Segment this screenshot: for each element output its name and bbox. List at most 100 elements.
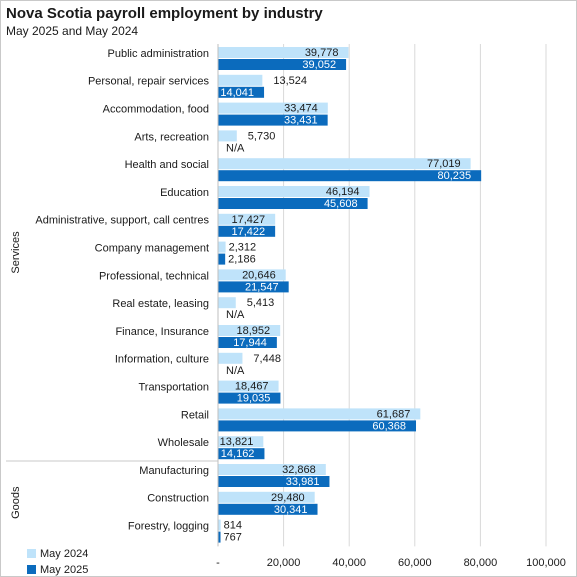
value-label-may-2024: 29,480 <box>271 492 305 504</box>
value-label-may-2025: 17,944 <box>233 337 267 349</box>
bar-may-2024 <box>218 213 276 225</box>
value-label-may-2024: 39,778 <box>305 47 339 59</box>
value-label-may-2024: 33,474 <box>284 103 318 115</box>
value-label-may-2025: 767 <box>224 532 242 544</box>
legend-label: May 2024 <box>40 548 88 560</box>
value-label-may-2024: 2,312 <box>229 242 257 254</box>
bar-may-2024 <box>218 241 226 253</box>
bar-may-2025 <box>218 448 265 460</box>
bar-may-2024 <box>218 464 326 475</box>
value-label-may-2024: 13,524 <box>273 75 307 87</box>
bar-may-2024 <box>218 269 286 281</box>
bar-may-2025 <box>218 114 328 126</box>
value-label-may-2024: 814 <box>224 520 242 532</box>
bar-may-2025 <box>218 476 330 487</box>
value-label-may-2024: 18,952 <box>237 325 271 337</box>
bar-may-2025 <box>218 337 277 348</box>
bar-may-2025 <box>218 198 368 209</box>
category-label: Transportation <box>138 382 209 394</box>
bar-may-2024 <box>218 47 349 58</box>
category-label: Company management <box>95 243 209 255</box>
value-label-may-2025: 30,341 <box>274 504 308 516</box>
value-label-may-2024: 13,821 <box>220 436 254 448</box>
category-label: Wholesale <box>158 437 209 449</box>
legend-label: May 2025 <box>40 564 88 576</box>
value-label-may-2025: 33,431 <box>284 115 318 127</box>
category-label: Personal, repair services <box>88 76 210 88</box>
category-label: Finance, Insurance <box>115 326 209 338</box>
value-label-may-2024: 46,194 <box>326 186 360 198</box>
bar-may-2024 <box>218 158 471 170</box>
category-label: Real estate, leasing <box>112 298 209 310</box>
legend-swatch <box>27 549 36 558</box>
value-label-may-2024: 77,019 <box>427 158 461 170</box>
bar-may-2025 <box>218 86 265 98</box>
category-label: Forestry, logging <box>128 521 209 533</box>
chart-title: Nova Scotia payroll employment by indust… <box>6 5 323 22</box>
group-label: Goods <box>10 486 22 519</box>
x-tick-label: 40,000 <box>332 557 366 569</box>
value-label-may-2025: 2,186 <box>228 254 256 266</box>
category-label: Education <box>160 187 209 199</box>
value-label-may-2025: 39,052 <box>302 59 336 71</box>
bar-may-2024 <box>218 186 370 197</box>
value-label-may-2025: 33,981 <box>286 476 320 488</box>
bar-may-2025 <box>218 281 289 293</box>
group-label: Services <box>10 231 22 274</box>
x-tick-label: 20,000 <box>267 557 301 569</box>
value-label-may-2025: N/A <box>226 309 245 321</box>
category-label: Accommodation, food <box>103 104 209 116</box>
bar-may-2025 <box>218 225 276 237</box>
bar-may-2024 <box>218 380 279 392</box>
bar-may-2024 <box>218 352 243 364</box>
value-label-may-2024: 5,730 <box>248 130 276 142</box>
bar-may-2024 <box>218 102 328 114</box>
x-tick-label: 80,000 <box>464 557 498 569</box>
bar-may-2024 <box>218 325 281 336</box>
category-label: Construction <box>147 493 209 505</box>
value-label-may-2024: 7,448 <box>253 353 281 365</box>
value-label-may-2025: 45,608 <box>324 198 358 210</box>
value-label-may-2025: 14,162 <box>221 448 255 460</box>
bar-may-2024 <box>218 436 264 448</box>
category-label: Manufacturing <box>139 465 209 477</box>
bar-may-2024 <box>218 519 221 531</box>
bar-may-2024 <box>218 130 237 142</box>
bar-may-2024 <box>218 297 236 309</box>
bar-may-2025 <box>218 253 226 265</box>
bar-may-2024 <box>218 408 421 420</box>
x-tick-label: 100,000 <box>526 557 566 569</box>
value-label-may-2025: 80,235 <box>438 170 472 182</box>
value-label-may-2024: 61,687 <box>377 408 411 420</box>
category-label: Retail <box>181 409 209 421</box>
value-label-may-2025: 60,368 <box>372 420 406 432</box>
bar-may-2024 <box>218 491 315 503</box>
bar-may-2025 <box>218 170 482 182</box>
value-label-may-2025: N/A <box>226 142 245 154</box>
category-label: Administrative, support, call centres <box>35 215 209 227</box>
category-label: Professional, technical <box>99 270 209 282</box>
value-label-may-2025: 21,547 <box>245 281 279 293</box>
chart-subtitle: May 2025 and May 2024 <box>6 24 139 38</box>
bar-may-2025 <box>218 420 417 432</box>
bar-may-2025 <box>218 59 347 70</box>
value-label-may-2024: 17,427 <box>232 214 266 226</box>
value-label-may-2025: N/A <box>226 365 245 377</box>
bar-may-2025 <box>218 503 318 515</box>
value-label-may-2024: 32,868 <box>282 464 316 476</box>
x-tick-label: - <box>216 557 220 569</box>
category-label: Health and social <box>125 159 209 171</box>
value-label-may-2025: 19,035 <box>237 393 271 405</box>
value-label-may-2024: 18,467 <box>235 381 269 393</box>
legend-swatch <box>27 565 36 574</box>
x-tick-label: 60,000 <box>398 557 432 569</box>
value-label-may-2024: 5,413 <box>247 297 275 309</box>
category-label: Public administration <box>108 48 210 60</box>
value-label-may-2025: 14,041 <box>220 87 254 99</box>
bar-may-2024 <box>218 74 263 86</box>
value-label-may-2024: 20,646 <box>242 269 276 281</box>
bar-may-2025 <box>218 531 221 543</box>
category-label: Information, culture <box>115 354 209 366</box>
category-label: Arts, recreation <box>134 131 209 143</box>
